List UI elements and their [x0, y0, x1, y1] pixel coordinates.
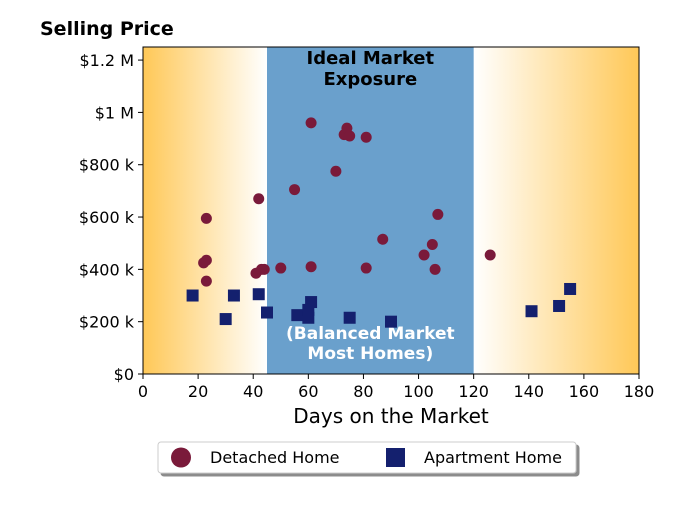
detached-home-point: [200, 275, 212, 287]
y-tick-label: $600 k: [79, 208, 135, 227]
apartment-home-point: [291, 309, 304, 322]
x-tick-label: 80: [353, 382, 373, 401]
x-tick-label: 140: [514, 382, 545, 401]
x-tick-label: 40: [243, 382, 263, 401]
band-label-line2: Exposure: [323, 69, 417, 90]
detached-home-point: [305, 261, 317, 273]
apartment-home-point: [261, 306, 273, 319]
plot-area: Ideal Market Exposure (Balanced Market M…: [142, 46, 640, 375]
y-tick-label: $0: [114, 365, 134, 384]
x-tick-label: 0: [138, 382, 148, 401]
x-tick-label: 20: [188, 382, 208, 401]
apartment-home-point: [219, 313, 232, 326]
legend-marker-apartment: [386, 448, 405, 467]
apartment-home-point: [227, 289, 240, 302]
y-tick-label: $1 M: [95, 103, 134, 122]
legend-marker-detached: [171, 447, 191, 468]
apartment-home-point: [564, 282, 577, 295]
x-tick-label: 60: [298, 382, 318, 401]
detached-home-point: [360, 262, 372, 274]
x-tick-label: 160: [569, 382, 600, 401]
background-gradient-left: [143, 47, 267, 374]
detached-home-point: [305, 117, 317, 129]
chart-title: Selling Price: [40, 18, 174, 40]
apartment-home-point: [553, 299, 566, 312]
legend-box: [157, 441, 577, 474]
detached-home-point: [360, 131, 372, 143]
data-points: [186, 117, 577, 328]
apartment-home-point: [305, 296, 318, 309]
legend-label-apartment: Apartment Home: [424, 448, 562, 467]
apartment-home-point: [186, 289, 199, 302]
apartment-home-point: [525, 305, 538, 318]
y-tick-label: $400 k: [79, 260, 135, 279]
background-gradient-right: [473, 47, 639, 374]
x-tick-label: 180: [624, 382, 655, 401]
band-label-line1: Ideal Market: [307, 48, 435, 69]
y-tick-label: $1.2 M: [79, 51, 134, 70]
detached-home-point: [344, 130, 356, 142]
band-sublabel-line1: (Balanced Market: [286, 324, 455, 344]
detached-home-point: [200, 212, 212, 224]
detached-home-point: [426, 239, 438, 251]
y-tick-label: $200 k: [79, 313, 135, 332]
detached-home-point: [253, 193, 265, 205]
x-axis-label: Days on the Market: [293, 404, 489, 428]
detached-home-point: [289, 184, 301, 196]
detached-home-point: [200, 254, 212, 266]
detached-home-point: [484, 249, 496, 261]
band-sublabel-line2: Most Homes): [307, 344, 433, 364]
apartment-home-point: [385, 315, 397, 328]
apartment-home-point: [343, 311, 356, 324]
x-axis: 0 20 40 60 80 100 120 140 160 180: [138, 374, 654, 401]
apartment-home-point: [252, 288, 265, 301]
detached-home-point: [432, 208, 444, 220]
detached-home-point: [418, 249, 430, 261]
y-tick-label: $800 k: [79, 156, 135, 175]
detached-home-point: [429, 263, 441, 275]
x-tick-label: 120: [458, 382, 489, 401]
detached-home-point: [275, 262, 287, 274]
detached-home-point: [330, 165, 342, 177]
legend-label-detached: Detached Home: [210, 448, 340, 467]
detached-home-point: [377, 233, 389, 245]
x-tick-label: 100: [403, 382, 434, 401]
plot-frame: [142, 46, 640, 375]
y-axis: $0 $200 k $400 k $600 k $800 k $1 M $1.2 M: [79, 51, 143, 384]
detached-home-point: [258, 263, 270, 275]
legend: Detached Home Apartment Home: [157, 441, 577, 474]
